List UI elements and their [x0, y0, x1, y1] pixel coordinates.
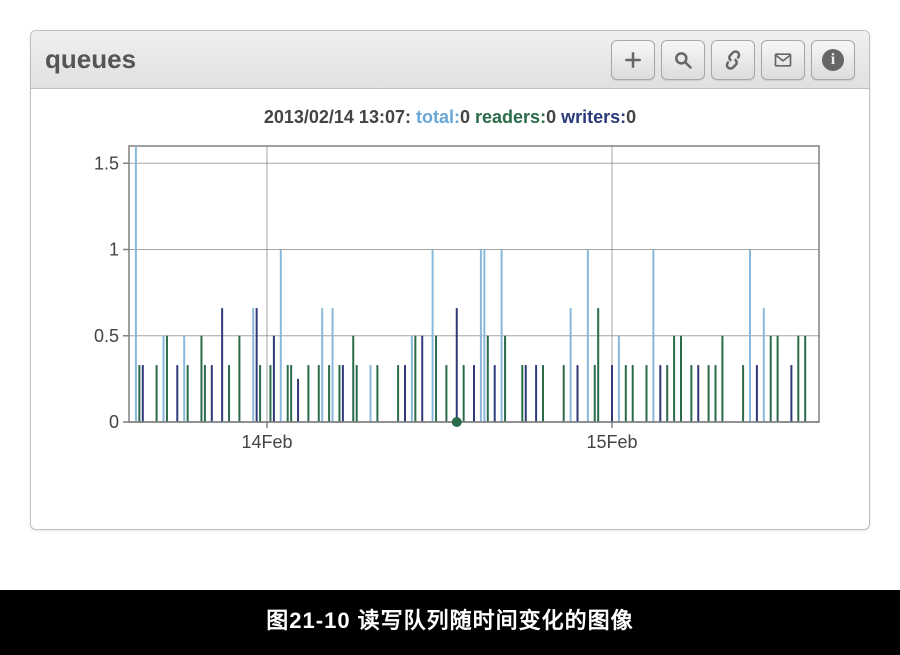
page: queues i 2013/02 [0, 0, 900, 590]
panel-title: queues [45, 44, 136, 75]
svg-text:14Feb: 14Feb [241, 432, 292, 452]
info-button[interactable]: i [811, 40, 855, 80]
svg-text:15Feb: 15Feb [586, 432, 637, 452]
chart-subtitle: 2013/02/14 13:07: total:0 readers:0 writ… [61, 107, 839, 128]
figure-caption: 图21-10 读写队列随时间变化的图像 [0, 603, 900, 635]
chart-plot[interactable]: 0 0.5 1 1.5 14Feb 15Feb [71, 138, 831, 468]
subtitle-timestamp: 2013/02/14 13:07: [264, 107, 411, 127]
link-button[interactable] [711, 40, 755, 80]
plus-icon [623, 50, 643, 70]
queues-panel: queues i 2013/02 [30, 30, 870, 530]
chart-area: 2013/02/14 13:07: total:0 readers:0 writ… [31, 89, 869, 488]
subtitle-writers-value: 0 [626, 107, 636, 127]
panel-toolbar: i [611, 40, 855, 80]
add-button[interactable] [611, 40, 655, 80]
subtitle-readers-label: readers [475, 107, 540, 127]
subtitle-total-value: 0 [460, 107, 470, 127]
svg-text:1.5: 1.5 [94, 153, 119, 173]
svg-text:0.5: 0.5 [94, 326, 119, 346]
chart-svg: 0 0.5 1 1.5 14Feb 15Feb [71, 138, 831, 468]
subtitle-total-label: total [416, 107, 454, 127]
zoom-button[interactable] [661, 40, 705, 80]
mail-icon [773, 50, 793, 70]
panel-header: queues i [31, 31, 869, 89]
info-icon: i [822, 49, 844, 71]
subtitle-readers-value: 0 [546, 107, 556, 127]
subtitle-writers-label: writers [561, 107, 620, 127]
email-button[interactable] [761, 40, 805, 80]
svg-text:0: 0 [109, 412, 119, 432]
svg-text:1: 1 [109, 240, 119, 260]
search-icon [673, 50, 693, 70]
link-icon [723, 50, 743, 70]
